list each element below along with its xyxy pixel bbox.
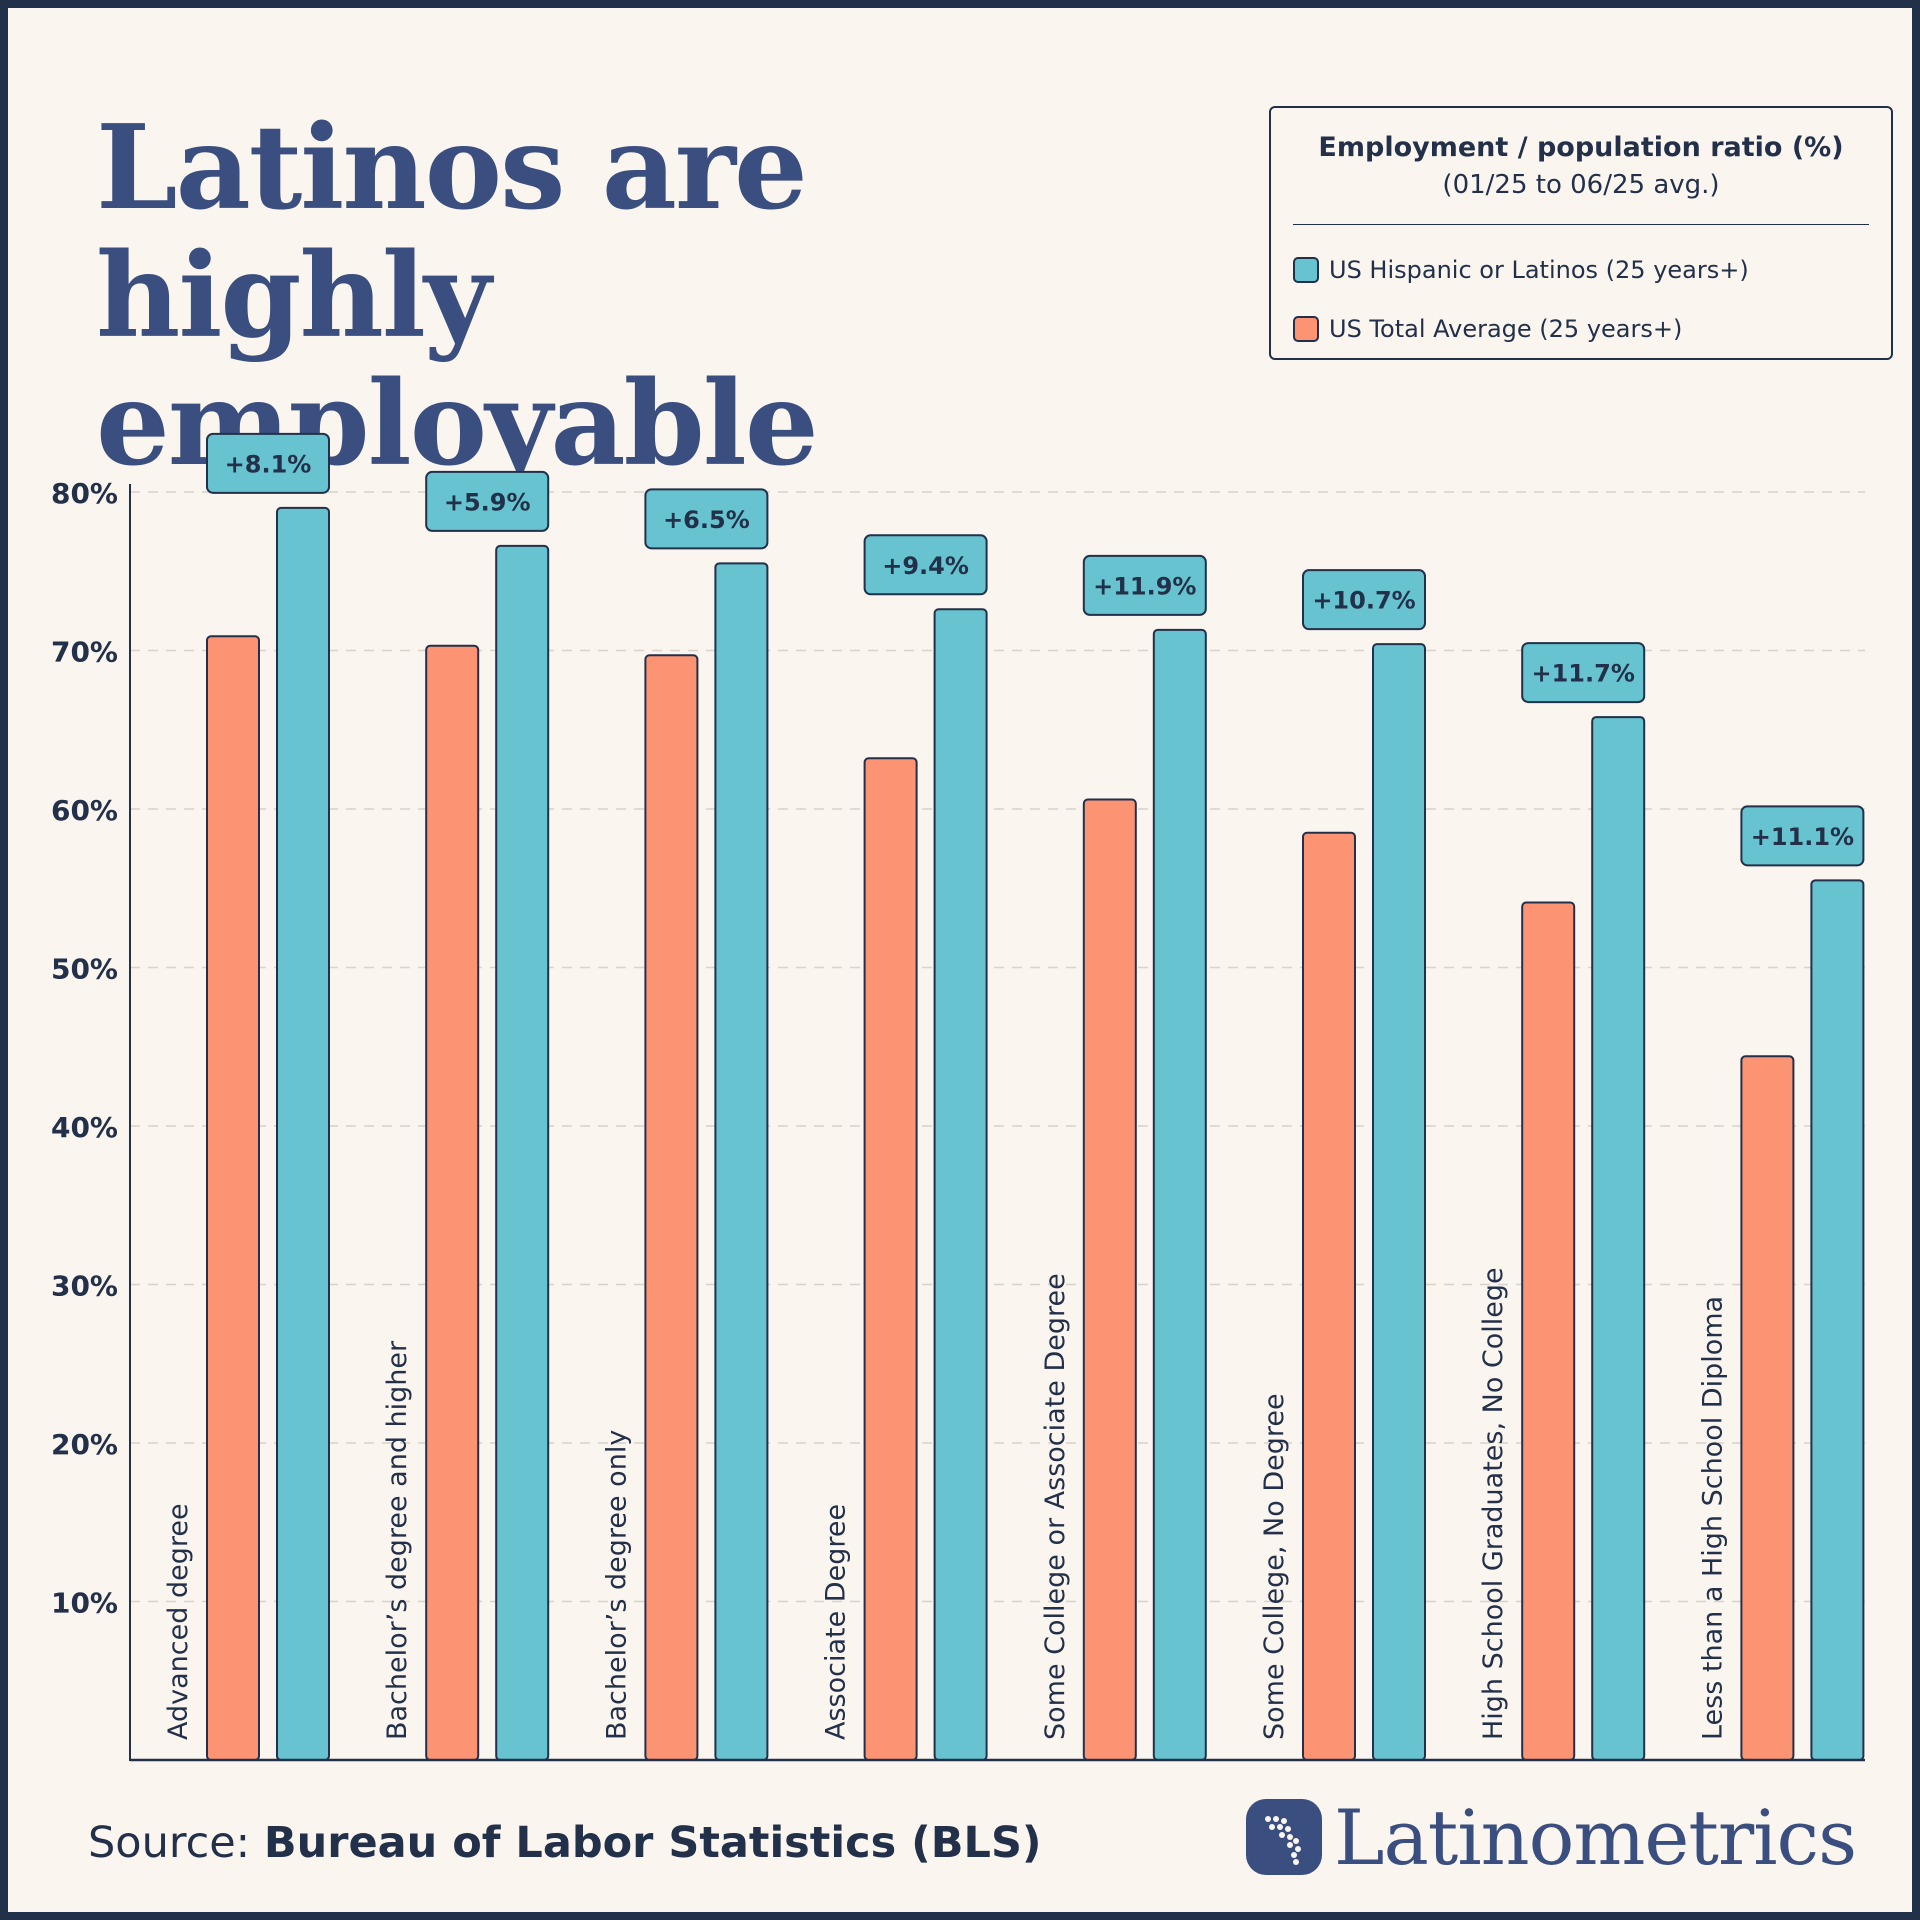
difference-label: +11.7% xyxy=(1532,660,1635,688)
legend-subtitle: (01/25 to 06/25 avg.) xyxy=(1442,170,1720,200)
y-tick-label: 10% xyxy=(51,1587,118,1620)
category-label: Advanced degree xyxy=(163,1503,194,1740)
y-tick-label: 50% xyxy=(51,953,118,986)
difference-badge xyxy=(425,470,550,532)
difference-label: +8.1% xyxy=(225,450,312,478)
source-text: Bureau of Labor Statistics (BLS) xyxy=(263,1818,1042,1868)
bar-hispanic xyxy=(1591,716,1646,1762)
bar-total xyxy=(1740,1055,1795,1761)
legend-label-total: US Total Average (25 years+) xyxy=(1329,315,1683,343)
difference-label: +10.7% xyxy=(1312,587,1415,615)
brand-logo: Latinometrics xyxy=(1246,1792,1857,1882)
legend-title: Employment / population ratio (%) xyxy=(1318,132,1844,163)
difference-label: +6.5% xyxy=(663,506,750,534)
difference-badge xyxy=(1740,805,1865,867)
difference-badge xyxy=(1302,569,1426,631)
legend-divider xyxy=(1293,224,1869,225)
legend: Employment / population ratio (%) (01/25… xyxy=(1269,106,1893,360)
category-label: Less than a High School Diploma xyxy=(1697,1296,1728,1740)
y-tick-label: 40% xyxy=(51,1111,118,1144)
legend-item-hispanic: US Hispanic or Latinos (25 years+) xyxy=(1293,255,1749,285)
category-label: High School Graduates, No College xyxy=(1478,1267,1509,1740)
bar-total xyxy=(425,644,480,1761)
difference-badge xyxy=(863,534,988,596)
difference-badge xyxy=(1521,642,1646,704)
category-label: Bachelor’s degree only xyxy=(601,1430,632,1740)
source-note: Source: Bureau of Labor Statistics (BLS) xyxy=(88,1818,1042,1868)
y-tick-label: 80% xyxy=(51,477,118,510)
category-label: Some College, No Degree xyxy=(1259,1393,1290,1740)
bar-total xyxy=(1521,901,1576,1761)
legend-swatch-hispanic xyxy=(1293,257,1319,283)
bar-hispanic xyxy=(1152,628,1207,1761)
category-label: Bachelor’s degree and higher xyxy=(382,1340,413,1740)
map-dots-icon xyxy=(1246,1799,1322,1875)
legend-swatch-total xyxy=(1293,316,1319,342)
y-tick-label: 70% xyxy=(51,636,118,669)
bar-hispanic xyxy=(714,562,769,1762)
bar-hispanic xyxy=(933,608,988,1761)
legend-item-total: US Total Average (25 years+) xyxy=(1293,314,1682,344)
difference-label: +9.4% xyxy=(882,552,969,580)
bar-hispanic xyxy=(495,544,550,1761)
bar-hispanic xyxy=(276,506,330,1762)
source-prefix: Source: xyxy=(88,1818,251,1868)
category-label: Some College or Associate Degree xyxy=(1040,1273,1071,1740)
bar-total xyxy=(644,654,699,1761)
bar-total xyxy=(1302,831,1356,1761)
y-tick-label: 30% xyxy=(51,1270,118,1303)
category-label: Associate Degree xyxy=(821,1504,852,1740)
difference-badge xyxy=(644,488,769,550)
brand-name: Latinometrics xyxy=(1334,1792,1857,1882)
y-tick-label: 60% xyxy=(51,794,118,827)
difference-label: +11.9% xyxy=(1093,572,1196,600)
difference-label: +11.1% xyxy=(1751,823,1854,851)
bar-hispanic xyxy=(1810,879,1865,1761)
bar-total xyxy=(1082,798,1137,1761)
y-tick-label: 20% xyxy=(51,1428,118,1461)
bar-total xyxy=(206,635,260,1761)
difference-badge xyxy=(1082,554,1207,616)
legend-label-hispanic: US Hispanic or Latinos (25 years+) xyxy=(1329,256,1749,284)
difference-badge xyxy=(206,432,330,494)
difference-label: +5.9% xyxy=(444,488,531,516)
bar-total xyxy=(863,757,918,1761)
bar-hispanic xyxy=(1372,643,1426,1761)
